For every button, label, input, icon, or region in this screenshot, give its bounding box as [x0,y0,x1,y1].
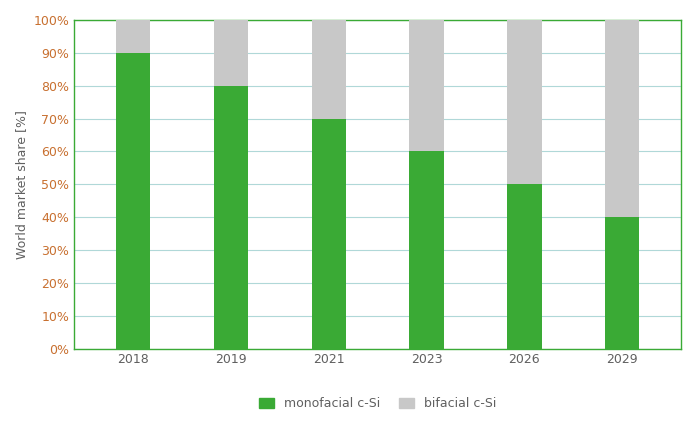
Bar [507,184,541,348]
Bar [312,20,346,119]
Bar [507,20,541,184]
Bar [116,53,150,348]
Bar [312,119,346,348]
Y-axis label: World market share [%]: World market share [%] [15,110,28,259]
Bar [214,86,248,348]
Bar [409,20,443,151]
Bar [409,151,443,348]
Bar [214,20,248,86]
Bar [116,20,150,53]
Legend: monofacial c-Si, bifacial c-Si: monofacial c-Si, bifacial c-Si [259,397,496,411]
Bar [605,20,640,217]
Bar [605,217,640,348]
